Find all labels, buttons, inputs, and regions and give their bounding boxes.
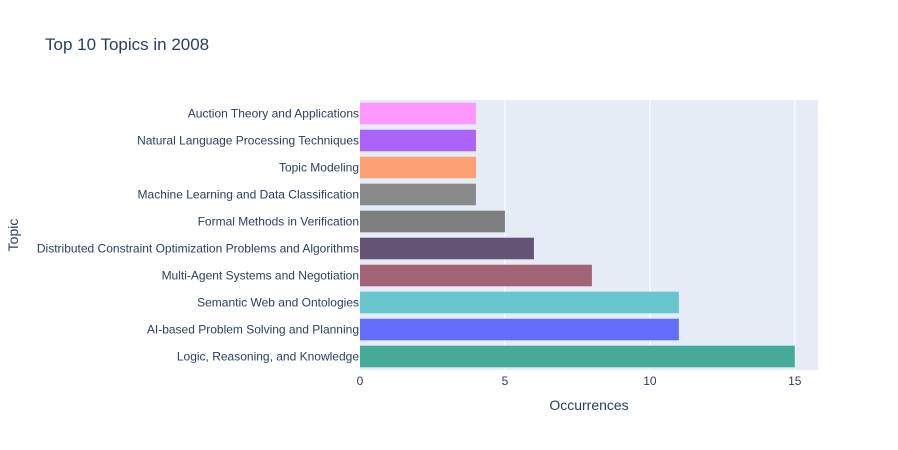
y-tick-label: Topic Modeling (279, 161, 359, 175)
bar (360, 210, 505, 233)
bars (360, 102, 795, 368)
x-tick-label: 0 (357, 374, 364, 388)
bar (360, 345, 795, 368)
y-tick-label: Logic, Reasoning, and Knowledge (177, 350, 359, 364)
x-axis-title: Occurrences (549, 397, 628, 413)
y-tick-label: Machine Learning and Data Classification (138, 188, 359, 202)
y-tick-label: Formal Methods in Verification (198, 215, 359, 229)
bar (360, 156, 476, 179)
x-tick-labels: 0 5 10 15 (357, 374, 802, 388)
y-tick-label: Natural Language Processing Techniques (137, 134, 359, 148)
bar (360, 102, 476, 125)
y-tick-label: Multi-Agent Systems and Negotiation (162, 269, 359, 283)
x-tick-label: 10 (643, 374, 657, 388)
bar (360, 264, 592, 287)
y-axis-title: Topic (5, 219, 21, 252)
bar (360, 318, 679, 341)
y-tick-label: Distributed Constraint Optimization Prob… (37, 242, 359, 256)
bar (360, 183, 476, 206)
bar (360, 129, 476, 152)
chart-title: Top 10 Topics in 2008 (45, 35, 209, 54)
y-tick-label: AI-based Problem Solving and Planning (147, 323, 359, 337)
y-tick-label: Auction Theory and Applications (188, 107, 359, 121)
bar (360, 237, 534, 260)
y-tick-label: Semantic Web and Ontologies (197, 296, 359, 310)
x-tick-label: 15 (788, 374, 802, 388)
y-tick-labels: Logic, Reasoning, and Knowledge AI-based … (37, 107, 359, 364)
bar (360, 291, 679, 314)
x-tick-label: 5 (502, 374, 509, 388)
